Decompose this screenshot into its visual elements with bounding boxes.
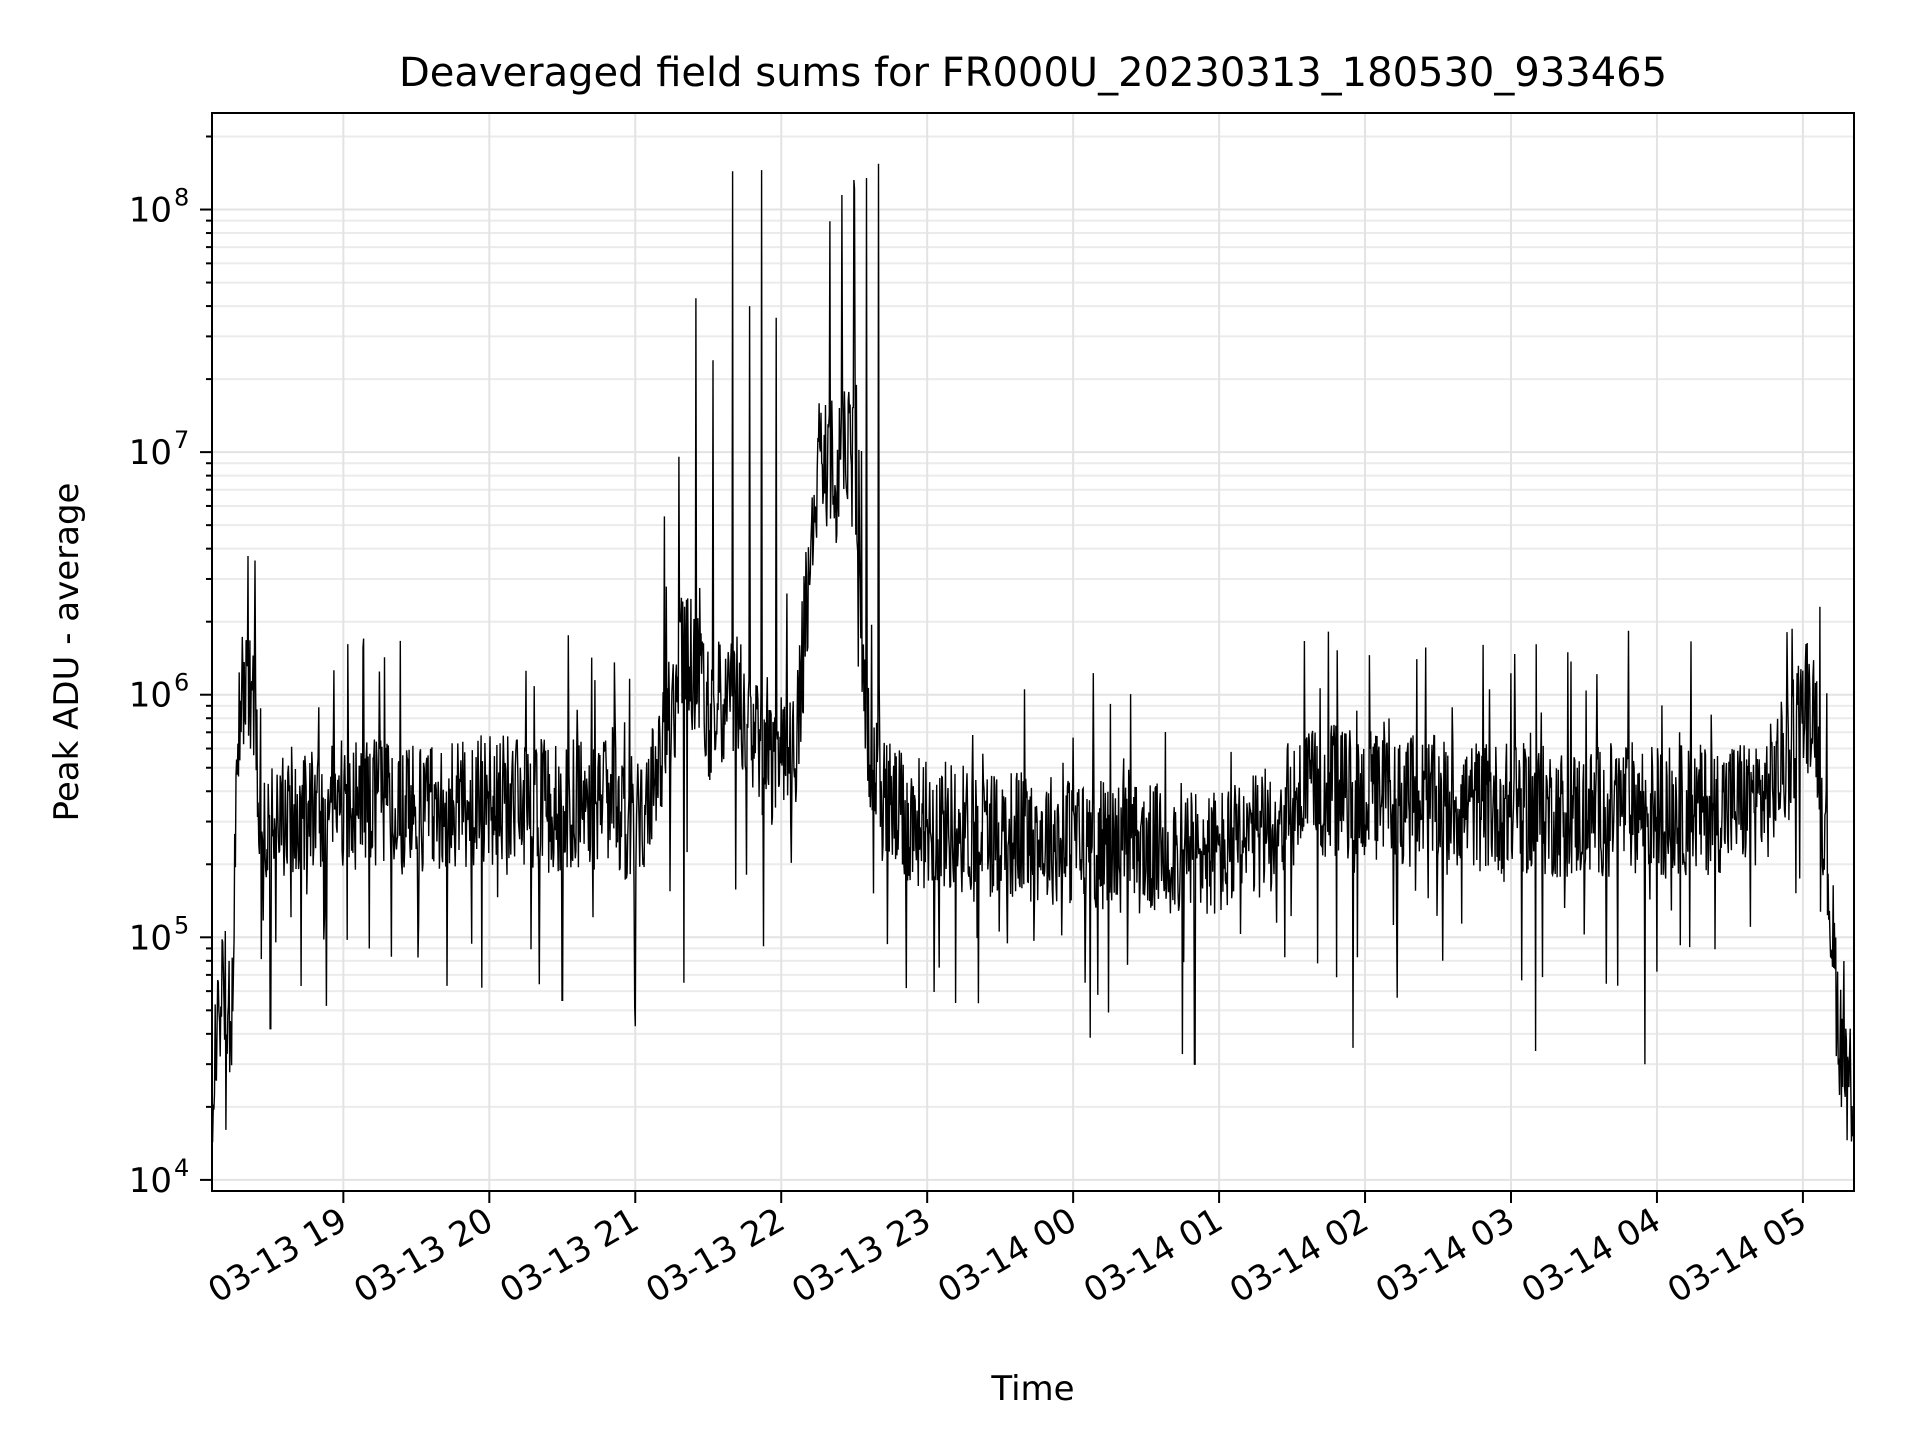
- y-tick-label: 10: [129, 1161, 172, 1201]
- y-tick-exponent: 6: [174, 669, 189, 697]
- y-tick-label: 10: [129, 191, 172, 231]
- grid: [212, 113, 1854, 1192]
- y-tick-label: 10: [129, 433, 172, 473]
- chart-title: Deaveraged field sums for FR000U_2023031…: [399, 50, 1667, 96]
- y-tick-exponent: 4: [174, 1154, 189, 1182]
- x-axis-label: Time: [990, 1369, 1074, 1409]
- y-tick-exponent: 8: [174, 184, 189, 212]
- series-line: [211, 163, 1855, 1143]
- y-tick-label: 10: [129, 676, 172, 716]
- y-axis-label: Peak ADU - average: [47, 483, 87, 822]
- plot-frame: [211, 112, 1855, 1192]
- y-tick-exponent: 7: [174, 426, 189, 454]
- y-tick-label: 10: [129, 918, 172, 958]
- y-tick-exponent: 5: [174, 911, 189, 939]
